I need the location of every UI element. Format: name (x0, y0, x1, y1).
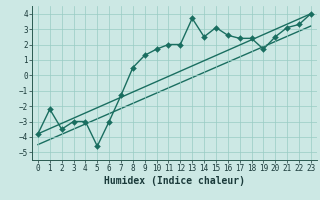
X-axis label: Humidex (Indice chaleur): Humidex (Indice chaleur) (104, 176, 245, 186)
